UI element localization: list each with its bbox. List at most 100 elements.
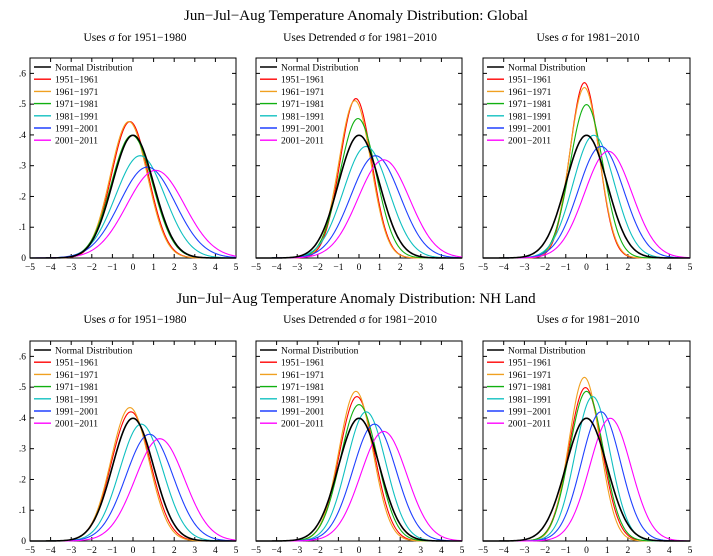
legend-label: 1981−1991 bbox=[281, 395, 325, 405]
series-line bbox=[30, 417, 236, 542]
legend-label: Normal Distribution bbox=[508, 64, 586, 74]
series-line bbox=[30, 433, 237, 542]
legend-label: 1971−1981 bbox=[281, 100, 325, 110]
legend-label: 1981−1991 bbox=[281, 112, 325, 122]
series-line bbox=[483, 417, 691, 542]
y-tick-label: .4 bbox=[19, 131, 26, 141]
x-tick-label: 2 bbox=[626, 263, 631, 273]
x-tick-label: −2 bbox=[313, 546, 323, 556]
x-tick-label: 4 bbox=[213, 546, 218, 556]
x-tick-label: 3 bbox=[646, 263, 651, 273]
x-tick-label: 4 bbox=[213, 263, 218, 273]
series-line bbox=[483, 417, 690, 542]
x-tick-label: −4 bbox=[46, 546, 56, 556]
x-tick-label: −4 bbox=[272, 546, 282, 556]
x-tick-label: 0 bbox=[131, 546, 136, 556]
x-tick-label: 0 bbox=[584, 546, 589, 556]
x-tick-label: −1 bbox=[107, 546, 117, 556]
y-tick-label: .5 bbox=[19, 383, 26, 393]
x-tick-label: 5 bbox=[688, 546, 693, 556]
x-tick-label: −1 bbox=[333, 263, 343, 273]
x-tick-label: 3 bbox=[192, 546, 197, 556]
panel: −5 −4 −3 −2 −1 0 1 2 3 4 5 Normal Distribution 1951−… bbox=[478, 340, 693, 556]
x-tick-label: 4 bbox=[667, 546, 672, 556]
legend-label: 1991−2001 bbox=[55, 408, 99, 418]
x-tick-label: 4 bbox=[667, 263, 672, 273]
legend-label: Normal Distribution bbox=[281, 347, 359, 357]
legend-label: 1951−1961 bbox=[281, 76, 325, 86]
x-tick-label: 4 bbox=[439, 546, 444, 556]
x-tick-label: −3 bbox=[66, 546, 76, 556]
x-tick-label: −5 bbox=[25, 263, 35, 273]
chart-title-global: Jun−Jul−Aug Temperature Anomaly Distribu… bbox=[184, 8, 528, 24]
x-tick-label: 2 bbox=[172, 546, 177, 556]
series-line bbox=[256, 98, 462, 259]
x-tick-label: 2 bbox=[398, 263, 403, 273]
y-tick-label: .6 bbox=[19, 352, 26, 362]
x-tick-label: 1 bbox=[151, 263, 156, 273]
series-line bbox=[256, 145, 463, 259]
series-line bbox=[256, 159, 463, 259]
panel-subtitle: Uses σ for 1951−1980 bbox=[83, 314, 186, 326]
x-tick-label: 3 bbox=[646, 546, 651, 556]
x-tick-label: 0 bbox=[357, 263, 362, 273]
panel: −5 −4 −3 −2 −1 0 1 2 3 4 5 0 .1 .2 .3 .4 .5 .6 Normal Dist… bbox=[19, 57, 239, 273]
x-tick-label: 3 bbox=[418, 546, 423, 556]
y-tick-label: .6 bbox=[19, 69, 26, 79]
series-line bbox=[30, 438, 237, 542]
x-tick-label: 1 bbox=[151, 546, 156, 556]
panel-subtitle: Uses σ for 1981−2010 bbox=[536, 314, 639, 326]
panel-subtitle: Uses Detrended σ for 1981−2010 bbox=[283, 32, 437, 44]
panel: −5 −4 −3 −2 −1 0 1 2 3 4 5 Normal Distribution 1951−… bbox=[251, 57, 465, 273]
legend-label: 2001−2011 bbox=[281, 420, 324, 430]
legend-label: 1991−2001 bbox=[281, 125, 325, 135]
legend-label: 1951−1961 bbox=[508, 359, 552, 369]
y-tick-label: .1 bbox=[19, 223, 26, 233]
legend-label: 1961−1971 bbox=[55, 371, 99, 381]
legend-label: 1971−1981 bbox=[508, 100, 552, 110]
panel-subtitle: Uses σ for 1951−1980 bbox=[83, 32, 186, 44]
x-tick-label: 0 bbox=[131, 263, 136, 273]
y-tick-label: .3 bbox=[19, 445, 26, 455]
legend-label: Normal Distribution bbox=[281, 64, 359, 74]
x-tick-label: −3 bbox=[519, 263, 529, 273]
legend-label: 1981−1991 bbox=[508, 395, 552, 405]
series-line bbox=[30, 134, 236, 259]
series-line bbox=[30, 423, 236, 542]
x-tick-label: −3 bbox=[519, 546, 529, 556]
legend-label: 1991−2001 bbox=[508, 125, 552, 135]
x-tick-label: 5 bbox=[460, 546, 465, 556]
legend-label: 2001−2011 bbox=[55, 137, 98, 147]
x-tick-label: 5 bbox=[234, 546, 239, 556]
legend-label: 1961−1971 bbox=[55, 88, 99, 98]
x-tick-label: 4 bbox=[439, 263, 444, 273]
x-tick-label: −1 bbox=[561, 263, 571, 273]
series-line bbox=[256, 411, 462, 542]
y-tick-label: 0 bbox=[21, 537, 26, 547]
x-tick-label: −5 bbox=[478, 546, 488, 556]
x-tick-label: −2 bbox=[540, 263, 550, 273]
legend-label: 2001−2011 bbox=[508, 420, 551, 430]
x-tick-label: 0 bbox=[357, 546, 362, 556]
legend-label: 1951−1961 bbox=[281, 359, 325, 369]
x-tick-label: −5 bbox=[25, 546, 35, 556]
x-tick-label: 5 bbox=[234, 263, 239, 273]
x-tick-label: 1 bbox=[377, 546, 382, 556]
x-tick-label: −5 bbox=[478, 263, 488, 273]
legend-label: 1961−1971 bbox=[281, 88, 325, 98]
legend-label: 1951−1961 bbox=[508, 76, 552, 86]
legend-label: 1981−1991 bbox=[55, 395, 99, 405]
panel: −5 −4 −3 −2 −1 0 1 2 3 4 5 Normal Distribution 1951−… bbox=[251, 340, 465, 556]
x-tick-label: 2 bbox=[172, 263, 177, 273]
series-line bbox=[30, 166, 237, 259]
x-tick-label: −5 bbox=[251, 263, 261, 273]
x-tick-label: −2 bbox=[313, 263, 323, 273]
x-tick-label: −4 bbox=[46, 263, 56, 273]
legend-label: Normal Distribution bbox=[55, 347, 133, 357]
series-line bbox=[256, 423, 463, 542]
series-line bbox=[256, 134, 462, 259]
legend-label: 2001−2011 bbox=[508, 137, 551, 147]
x-tick-label: −2 bbox=[87, 263, 97, 273]
legend-label: Normal Distribution bbox=[508, 347, 586, 357]
